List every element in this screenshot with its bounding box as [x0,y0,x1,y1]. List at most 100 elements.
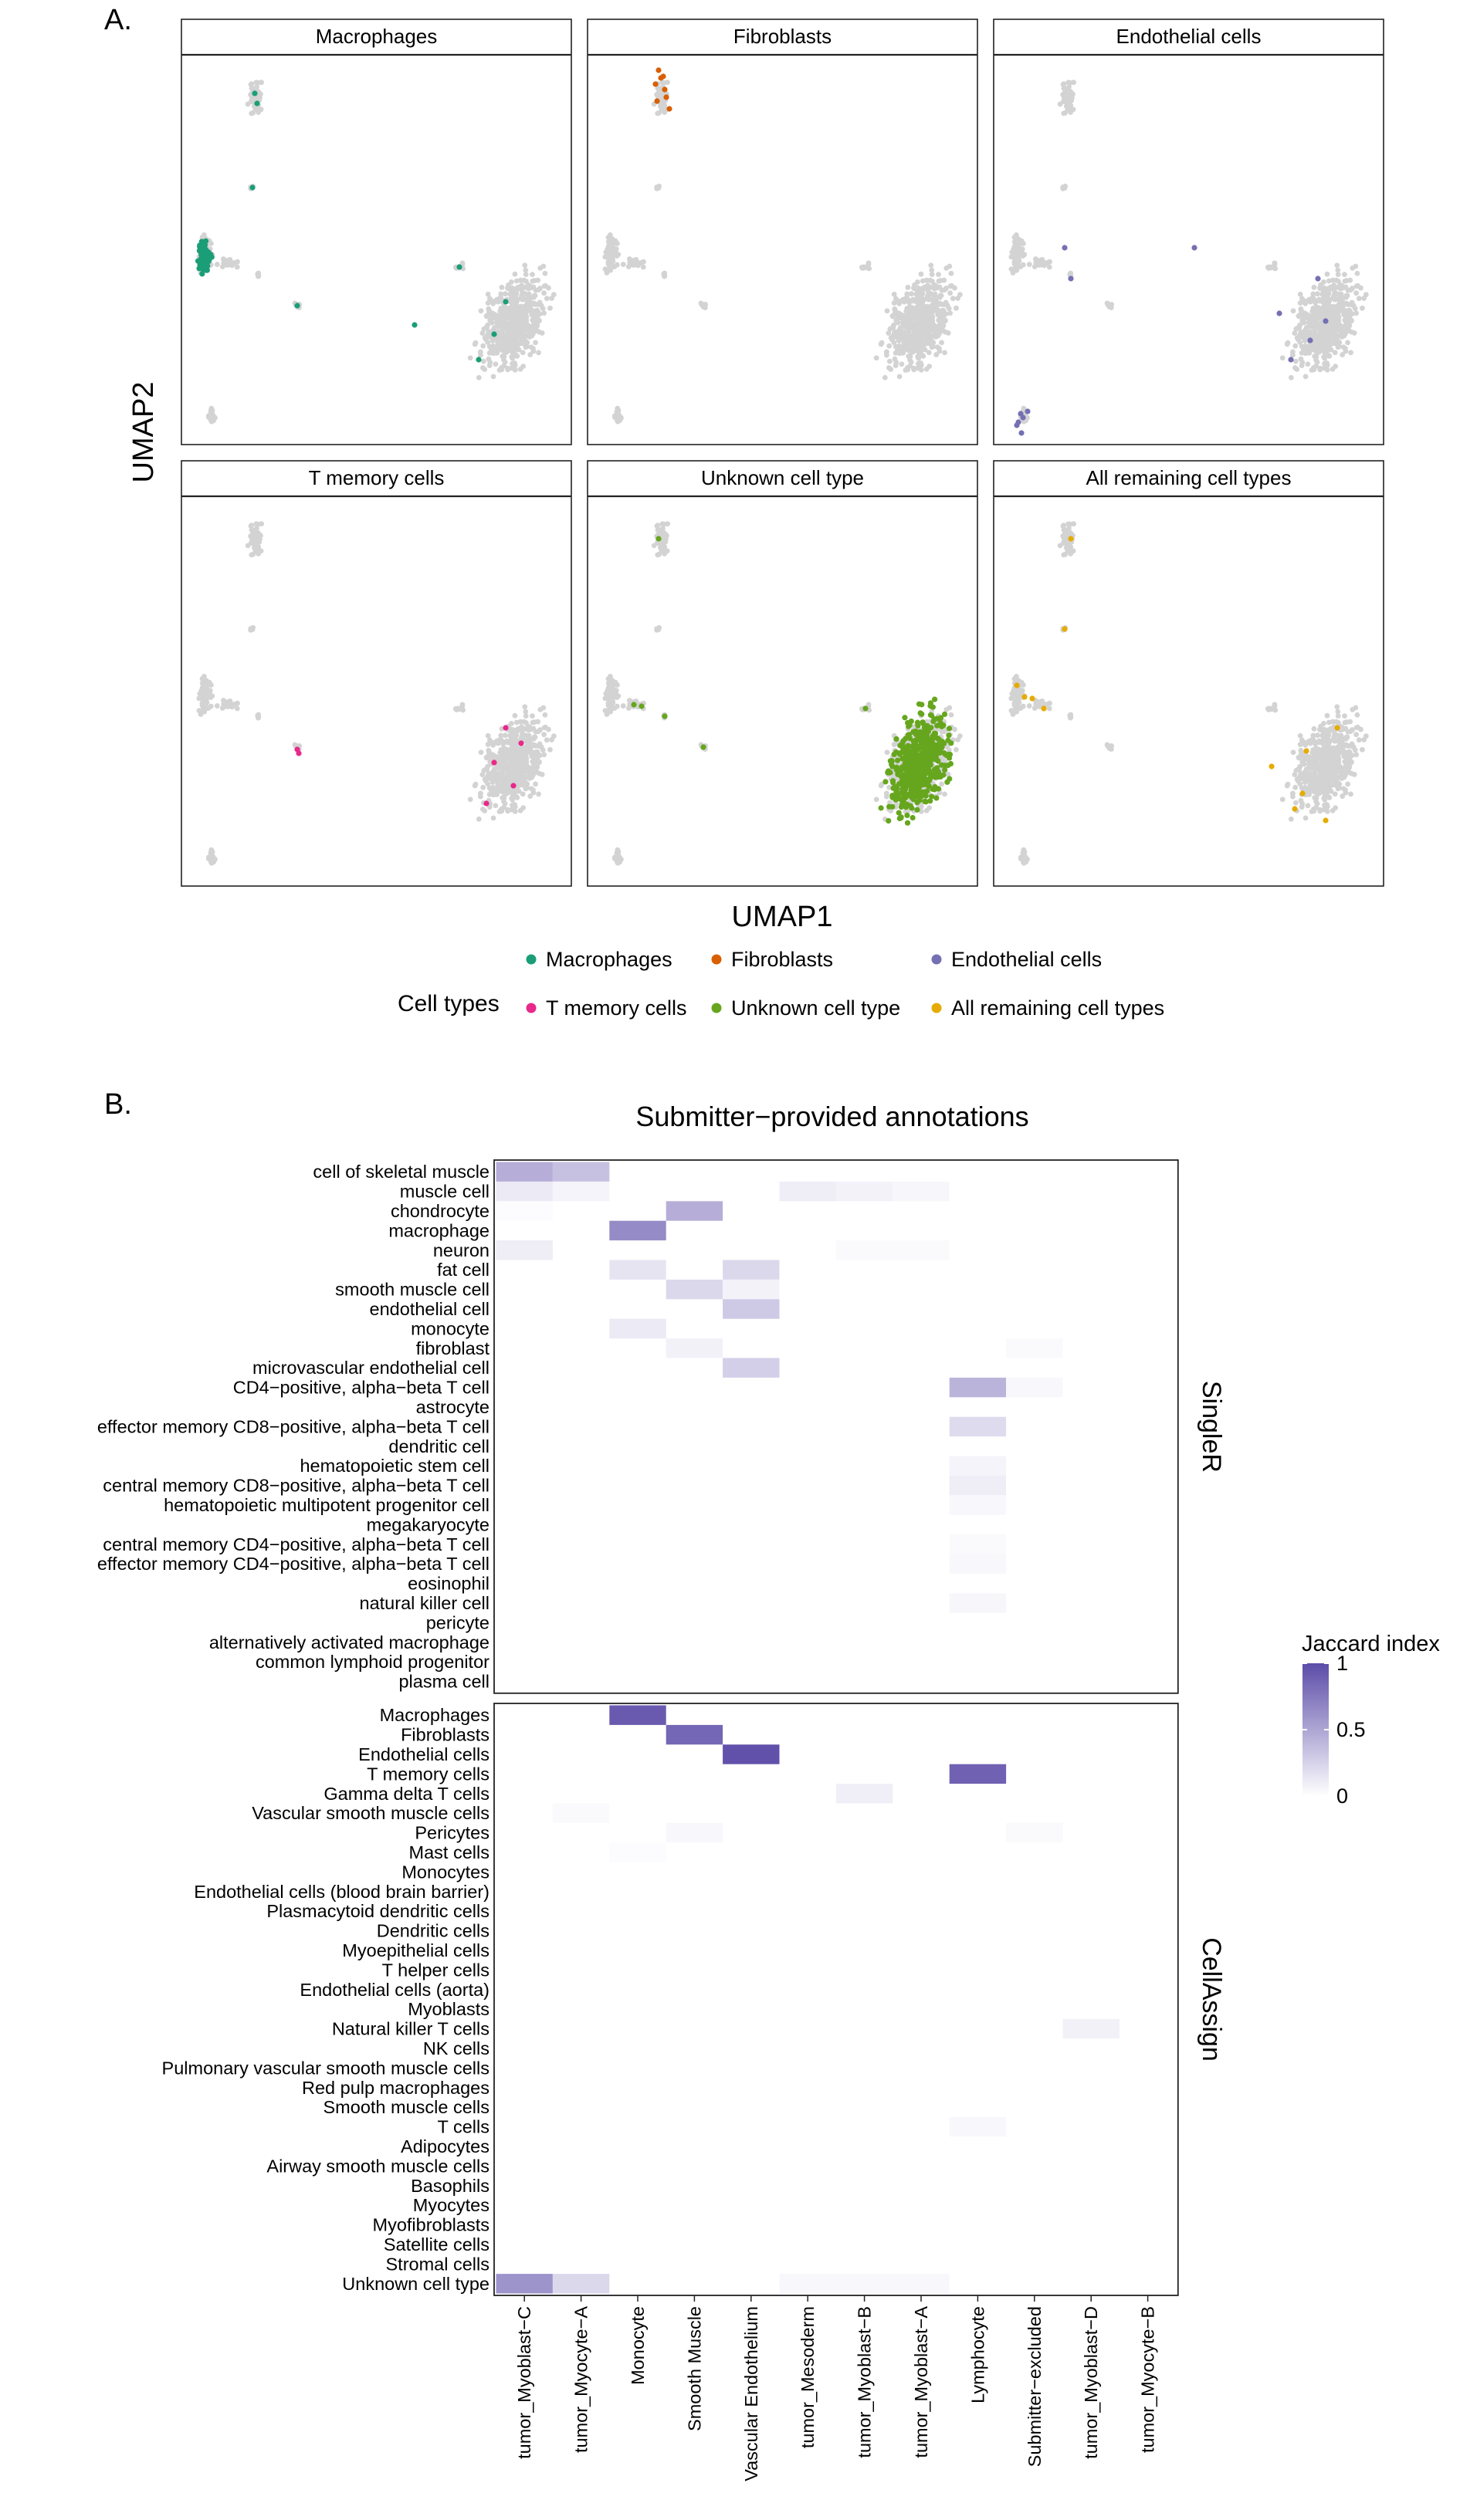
facet-frame [993,460,1384,887]
heatmap-column-label: Smooth Muscle [684,2306,704,2431]
umap-points [1008,521,1369,866]
legend-item: Unknown cell type [711,996,900,1020]
heatmap-row-label: astrocyte [416,1397,489,1417]
legend-dot [931,954,942,965]
heatmap-row-label: Adipocytes [401,2136,489,2156]
umap-facet-4: T memory cells [181,460,572,887]
heatmap-cell [666,1201,723,1221]
heatmap-cell [552,1162,610,1182]
heatmap-row-label: effector memory CD8−positive, alpha−beta… [97,1416,489,1436]
heatmap-cell [609,1318,666,1339]
heatmap-row-label: eosinophil [408,1574,489,1594]
heatmap-row-label: Endothelial cells (aorta) [300,1980,489,2000]
heatmap-cell [723,1358,780,1378]
heatmap-cell [552,2274,610,2294]
heatmap-column-label: Submitter−excluded [1025,2306,1045,2467]
umap-facet-2: Fibroblasts [587,19,978,445]
heatmap-row-label: NK cells [423,2038,489,2058]
heatmap-cell [723,1279,780,1300]
legend-item: All remaining cell types [931,996,1164,1020]
umap-facet-5: Unknown cell type [587,460,978,887]
heatmap-title: Submitter−provided annotations [635,1101,1028,1132]
heatmap-cell [893,1181,950,1202]
heatmap-cell [609,1842,666,1862]
heatmap-cell [666,1822,723,1843]
umap-legend-title: Cell types [398,991,500,1016]
heatmap-row-label: hematopoietic multipotent progenitor cel… [164,1495,489,1515]
heatmap-row-label: Monocytes [401,1862,489,1882]
heatmap-column-label: Vascular Endothelium [741,2306,761,2481]
umap-points [602,79,963,425]
colorbar-tick-label: 0 [1336,1784,1348,1808]
legend-item: T memory cells [526,996,687,1020]
heatmap-column-label: Lymphocyte [967,2306,987,2403]
heatmap-cell [949,2116,1007,2137]
heatmap-cell [779,2274,836,2294]
heatmap-row-label: Fibroblasts [401,1725,489,1745]
facet-title: Endothelial cells [1116,25,1262,48]
colorbar-tick-label: 1 [1336,1652,1348,1675]
facet-title: Unknown cell type [701,466,864,489]
heatmap-row-label: monocyte [411,1318,489,1338]
heatmap-row-label: Satellite cells [384,2234,489,2254]
heatmap-row-label: T helper cells [382,1960,489,1980]
facet-title: Fibroblasts [733,25,832,48]
heatmap-row-label: neuron [433,1240,489,1260]
heatmap-row-label: Airway smooth muscle cells [266,2156,489,2176]
heatmap-cell [723,1260,780,1280]
heatmap-cell [666,1279,723,1300]
heatmap-cell [835,1784,893,1804]
umap-y-axis-title: UMAP2 [127,382,160,483]
heatmap-column-label: tumor_Myoblast−C [514,2306,534,2459]
heatmap-cell [1006,1822,1063,1843]
facet-title: T memory cells [309,466,445,489]
heatmap-cell [949,1593,1007,1613]
heatmap-row-label: Endothelial cells (blood brain barrier) [194,1882,489,1902]
heatmap-row-label: fibroblast [416,1338,490,1358]
heatmap-cell [552,1803,610,1823]
legend-label: T memory cells [546,996,687,1020]
heatmap-row-label: muscle cell [400,1182,489,1202]
heatmap-row-label: Unknown cell type [342,2274,489,2294]
heatmap-cell [609,1220,666,1241]
heatmap-row-label: smooth muscle cell [335,1280,489,1300]
heatmap-row-label: plasma cell [398,1672,489,1692]
heatmap-column-label: tumor_Myocyte−B [1138,2306,1158,2453]
heatmap-row-label: Plasmacytoid dendritic cells [266,1901,489,1921]
legend-dot [711,954,722,965]
heatmap-cell [949,1456,1007,1476]
heatmap-cell [496,2274,553,2294]
heatmap-cell [552,1181,610,1202]
heatmap-row-label: central memory CD8−positive, alpha−beta … [103,1476,489,1496]
heatmap-cell [893,2274,950,2294]
heatmap-cell [496,1162,553,1182]
heatmap-row-label: macrophage [388,1220,489,1240]
legend-item: Macrophages [526,948,672,971]
heatmap-row-label: pericyte [426,1612,489,1632]
legend-label: Fibroblasts [731,948,833,971]
facet-title: Macrophages [316,25,438,48]
legend-dot [931,1003,942,1013]
legend-item: Endothelial cells [931,948,1102,971]
umap-points [1008,79,1369,425]
legend-label: Endothelial cells [951,948,1102,971]
umap-facet-3: Endothelial cells [993,19,1384,445]
heatmap-cell [1006,1377,1063,1398]
heatmap-row-label: alternatively activated macrophage [209,1632,489,1652]
heatmap-row-label: Gamma delta T cells [324,1784,489,1804]
heatmap-row-label: Pericytes [415,1823,489,1843]
legend-dot [526,1003,537,1013]
heatmap-row-label: Vascular smooth muscle cells [252,1803,489,1823]
heatmap-facet-label: SingleR [1197,1381,1226,1473]
umap-panel-grid: Macrophages Fibroblasts Endothelial cells T… [181,19,1384,887]
heatmap-cell [949,1764,1007,1784]
umap-highlight-points [195,90,509,363]
heatmap-row-label: Mast cells [409,1842,489,1862]
heatmap-cell [723,1744,780,1764]
heatmap-cell [949,1416,1007,1437]
heatmap-column-label: tumor_Myoblast−D [1081,2306,1101,2459]
heatmap-row-label: cell of skeletal muscle [313,1162,489,1182]
